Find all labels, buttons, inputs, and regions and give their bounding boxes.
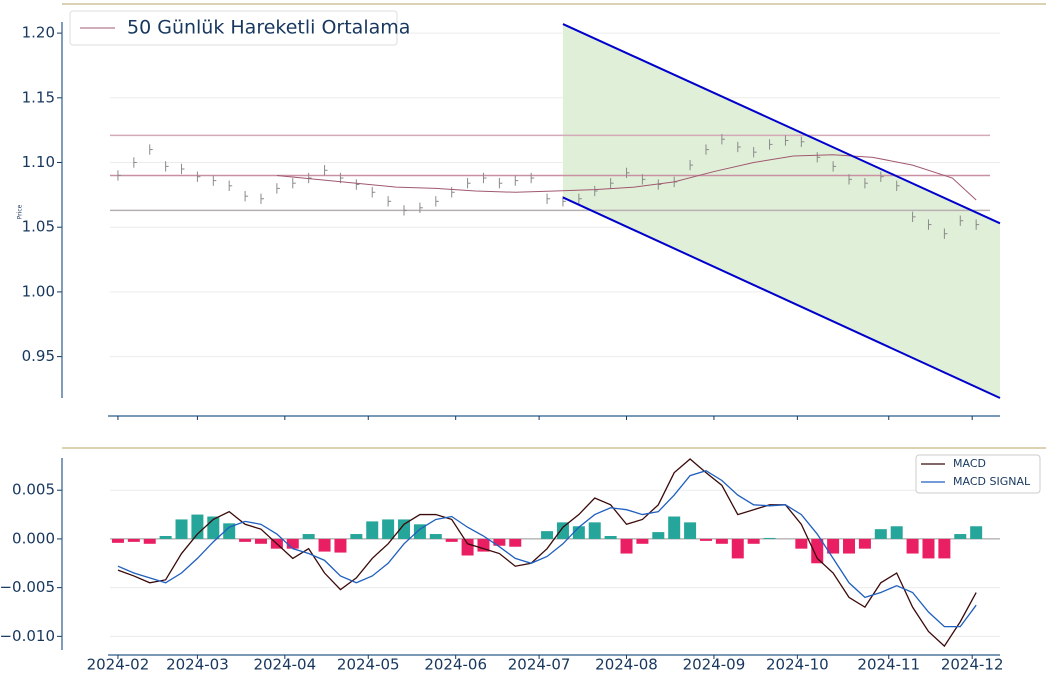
x-tick-label: 2024-11 xyxy=(857,656,920,674)
y-tick-label: 1.00 xyxy=(22,282,55,300)
histogram-bar xyxy=(604,536,617,539)
histogram-bar xyxy=(429,534,442,539)
channel-upper xyxy=(562,23,1001,225)
histogram-bar xyxy=(731,538,744,559)
histogram-bar xyxy=(715,538,728,544)
x-tick-label: 2024-03 xyxy=(166,656,229,674)
histogram-bar xyxy=(286,538,299,549)
x-tick-label: 2024-02 xyxy=(87,656,150,674)
histogram-bar xyxy=(159,536,172,539)
histogram-bar xyxy=(811,538,824,564)
x-tick-label: 2024-09 xyxy=(683,656,746,674)
histogram-bar xyxy=(127,538,140,542)
price-panel: 0.95 1.00 1.05 1.10 1.15 1.20 Price 50 Günlük H… xyxy=(17,10,1001,420)
histogram-bar xyxy=(795,538,808,549)
x-tick-label: 2024-04 xyxy=(253,656,316,674)
x-tick-label: 2024-08 xyxy=(595,656,658,674)
histogram-bar xyxy=(843,538,856,554)
y-tick-label: 0.005 xyxy=(12,481,55,499)
histogram-bar xyxy=(858,538,871,549)
histogram-bar xyxy=(509,538,522,547)
histogram-bar xyxy=(239,538,252,542)
y-tick-label: −0.010 xyxy=(0,627,55,645)
histogram-bar xyxy=(954,534,967,539)
histogram-bar xyxy=(398,519,411,539)
histogram-bar xyxy=(350,534,363,539)
histogram-bar xyxy=(684,522,697,539)
histogram-bar xyxy=(890,526,903,539)
histogram-bar xyxy=(318,538,331,552)
histogram-bar xyxy=(175,519,188,539)
histogram-bar xyxy=(620,538,633,554)
y-tick-label: 0.000 xyxy=(12,529,55,547)
y-tick-label: 1.10 xyxy=(22,153,55,171)
histogram-bar xyxy=(636,538,649,544)
histogram-bar xyxy=(223,523,236,539)
histogram-bar xyxy=(366,521,379,539)
macd-panel: −0.010 −0.005 0.000 0.005 2024-02 2024-03 2024… xyxy=(0,454,1041,674)
x-tick-label: 2024-06 xyxy=(424,656,487,674)
macd-line xyxy=(117,458,977,648)
y-tick-label: 0.95 xyxy=(22,347,55,365)
legend-label: MACD SIGNAL xyxy=(953,475,1031,488)
x-tick-label: 2024-07 xyxy=(508,656,571,674)
legend-label: MACD xyxy=(953,457,986,470)
histogram-bar xyxy=(699,538,712,541)
histogram-bar xyxy=(763,537,776,539)
channel-lower xyxy=(562,196,1001,399)
x-tick-label: 2024-10 xyxy=(766,656,829,674)
histogram-bar xyxy=(445,538,458,542)
histogram-bar xyxy=(668,516,681,539)
legend-box xyxy=(915,454,1041,494)
histogram-bar xyxy=(652,532,665,539)
histogram-bar xyxy=(747,538,760,544)
histogram-bar xyxy=(906,538,919,554)
histogram-bar xyxy=(541,531,554,539)
histogram-bar xyxy=(493,538,506,546)
legend-label: 50 Günlük Hareketli Ortalama xyxy=(127,17,410,39)
histogram-bar xyxy=(938,538,951,559)
histogram-bar xyxy=(588,522,601,539)
histogram-bar xyxy=(111,538,124,543)
moving-average xyxy=(276,154,977,201)
y-tick-label: 1.20 xyxy=(22,24,55,42)
x-tick-label: 2024-12 xyxy=(941,656,1004,674)
histogram-bar xyxy=(827,538,840,554)
histogram-bar xyxy=(382,519,395,539)
y-tick-label: 1.15 xyxy=(22,88,55,106)
histogram-bar xyxy=(302,534,315,539)
y-tick-label: 1.05 xyxy=(22,218,55,236)
histogram-bar xyxy=(334,538,347,553)
histogram-bar xyxy=(922,538,935,559)
macd-line xyxy=(117,470,977,628)
histogram-bar xyxy=(874,529,887,539)
x-tick-label: 2024-05 xyxy=(337,656,400,674)
y-tick-label: −0.005 xyxy=(0,578,55,596)
histogram-bar xyxy=(191,514,204,539)
histogram-bar xyxy=(461,538,474,556)
histogram-bar xyxy=(254,538,267,544)
histogram-bar xyxy=(970,526,983,539)
y-axis-label: Price xyxy=(17,204,24,219)
legend-box xyxy=(69,10,398,46)
histogram-bar xyxy=(143,538,156,544)
histogram-bar xyxy=(556,522,569,539)
